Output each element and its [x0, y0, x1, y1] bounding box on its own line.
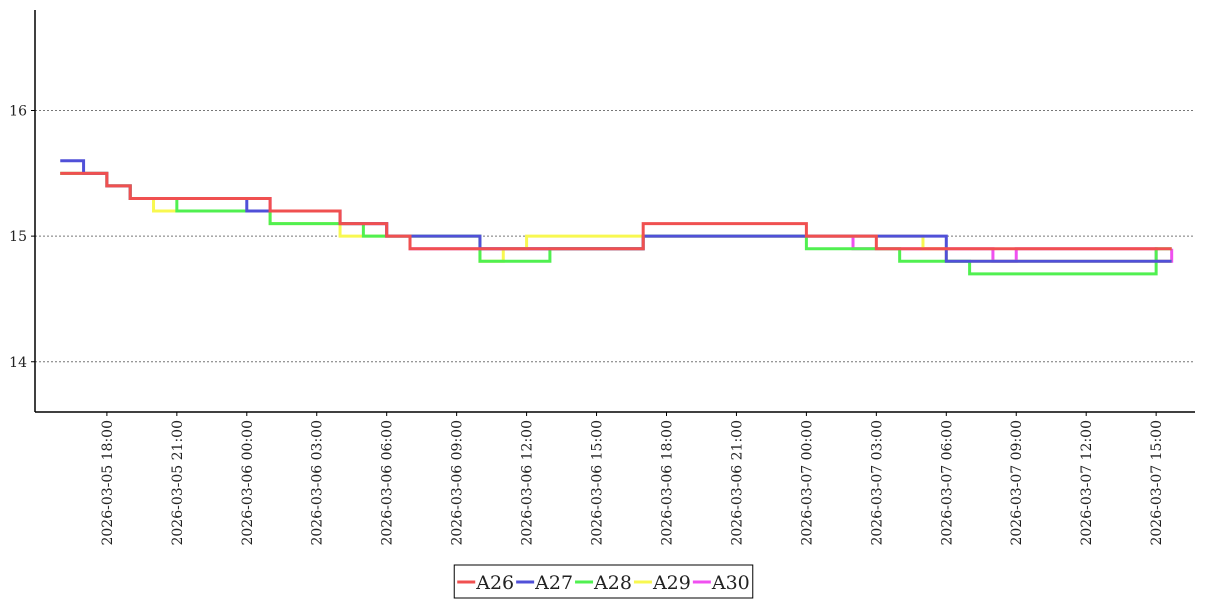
x-tick-label: 2026-03-05 21:00 [170, 420, 186, 546]
x-tick-label: 2026-03-07 15:00 [1149, 420, 1165, 546]
series-line [60, 171, 1172, 251]
x-tick-label: 2026-03-07 06:00 [939, 420, 955, 546]
x-tick-label: 2026-03-06 03:00 [310, 420, 326, 546]
legend-label: A28 [593, 572, 632, 594]
x-tick-label: 2026-03-06 06:00 [380, 420, 396, 546]
x-tick-label: 2026-03-06 12:00 [520, 420, 536, 546]
y-tick-label: 16 [9, 104, 27, 120]
y-tick-label: 14 [9, 355, 27, 371]
legend: A26 A27 A28 A29 A30 [453, 564, 754, 599]
x-tick-label: 2026-03-06 18:00 [659, 420, 675, 546]
legend-label: A27 [534, 572, 573, 594]
legend-label: A26 [475, 572, 514, 594]
x-tick-label: 2026-03-07 03:00 [869, 420, 885, 546]
y-tick-label: 15 [9, 229, 27, 245]
x-tick-label: 2026-03-07 12:00 [1079, 420, 1095, 546]
x-tick-label: 2026-03-05 18:00 [100, 420, 116, 546]
x-tick-label: 2026-03-06 09:00 [450, 420, 466, 546]
series-line [60, 171, 1172, 276]
x-tick-label: 2026-03-07 00:00 [799, 420, 815, 546]
x-tick-label: 2026-03-07 09:00 [1009, 420, 1025, 546]
legend-label: A30 [711, 572, 750, 594]
x-tick-label: 2026-03-06 00:00 [240, 420, 256, 546]
x-tick-label: 2026-03-06 21:00 [729, 420, 745, 546]
legend-label: A29 [652, 572, 691, 594]
x-tick-label: 2026-03-06 15:00 [590, 420, 606, 546]
